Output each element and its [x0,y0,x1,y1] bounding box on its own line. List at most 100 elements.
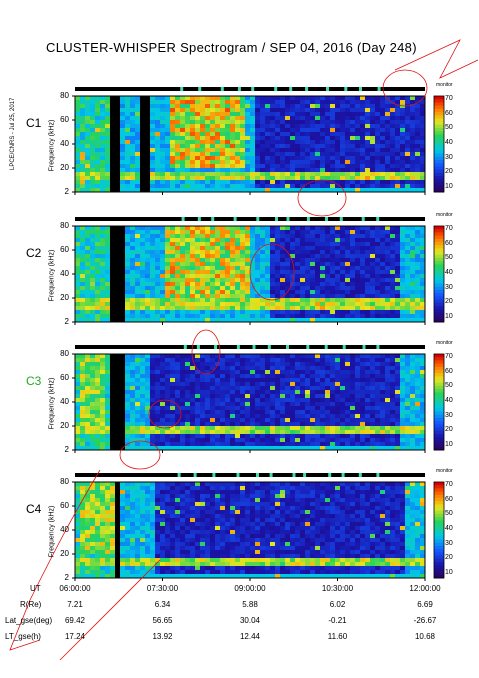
monitor-mark [180,87,184,91]
colorbar-tick-label: 40 [445,139,453,146]
monitor-mark [359,87,362,91]
panel-c4-spectrogram [75,482,426,579]
monitor-mark [269,473,273,477]
colorbar-tick-label: 60 [445,367,453,375]
monitor-mark [197,217,201,221]
freq-tick-label: 40 [60,139,69,148]
monitor-mark [252,345,256,349]
footer-value-1-3: 6.02 [329,600,346,609]
colorbar-tick-label: 20 [445,426,453,434]
annotation-circle [297,179,347,217]
panel-c2-spectrogram [75,226,426,323]
annotation-scribble [394,39,479,79]
footer-value-2-3: -0.21 [328,616,347,625]
colorbar-tick-label: 10 [445,569,453,576]
freq-tick-label: 20 [60,421,69,430]
freq-tick-label: 40 [60,269,69,278]
monitor-mark [286,217,290,221]
monitor-mark [236,473,240,477]
monitor-mark [237,87,241,91]
monitor-mark [289,87,293,91]
colorbar-tick-label: 20 [445,554,453,562]
colorbar-tick-label: 30 [445,539,453,547]
monitor-mark [358,473,362,477]
footer-value-2-4: -26.67 [413,616,437,625]
panel-label-c4: C4 [26,502,42,516]
freq-tick-label: 2 [64,445,69,454]
monitor-mark [306,217,310,221]
monitor-label: monitor [436,468,453,474]
monitor-bar-c3 [75,345,425,349]
colorbar-frame [433,225,445,323]
colorbar-tick-label: 40 [445,397,453,404]
footer-value-3-2: 12.44 [239,632,261,641]
footer-value-0-4: 12:00:00 [409,584,441,593]
monitor-mark [256,217,260,221]
colorbar-tick-label: 10 [445,313,453,320]
annotation-circle [249,243,295,301]
annotation-circle [382,69,428,107]
panel-label-c2: C2 [26,246,42,260]
freq-axis-label: Frequency (kHz) [48,249,56,302]
colorbar-c4 [434,482,444,579]
monitor-mark [177,473,181,477]
annotation-circle [191,329,221,375]
annotation-circle [119,440,161,470]
freq-tick-label: 60 [60,115,69,124]
monitor-mark [376,473,380,477]
monitor-mark [212,473,216,477]
footer-value-3-4: 10.68 [414,632,436,641]
footer-value-1-2: 5.88 [242,600,258,609]
footer-value-3-0: 17.24 [64,632,86,641]
monitor-mark [286,345,289,349]
monitor-mark [344,87,348,91]
colorbar-tick-label: 70 [445,95,453,102]
freq-axis-label: Frequency (kHz) [48,119,56,172]
colorbar-frame [433,481,445,579]
panel-c3-spectrogram [75,354,426,451]
colorbar-c1 [434,96,444,193]
colorbar-tick-label: 30 [445,411,453,419]
monitor-mark [342,345,346,349]
colorbar-tick-label: 10 [445,441,453,448]
colorbar-tick-label: 50 [445,124,453,132]
monitor-mark [292,473,296,477]
freq-tick-label: 60 [60,245,69,254]
chart-title: CLUSTER-WHISPER Spectrogram / SEP 04, 20… [46,40,417,55]
colorbar-tick-label: 40 [445,525,453,532]
monitor-mark [376,217,380,221]
monitor-mark [181,217,185,221]
freq-tick-label: 80 [60,349,69,358]
annotation-circle [148,399,182,429]
colorbar-tick-label: 50 [445,382,453,390]
footer-value-2-2: 30.04 [239,616,261,625]
monitor-mark [214,345,218,349]
footer-value-0-2: 09:00:00 [234,584,266,593]
colorbar-c2 [434,226,444,323]
colorbar-c3 [434,354,444,451]
freq-tick-label: 40 [60,525,69,534]
footer-label-3: LT_gse(h) [5,632,41,641]
monitor-mark [267,345,271,349]
monitor-mark [376,345,380,349]
freq-tick-label: 20 [60,293,69,302]
freq-tick-label: 80 [60,91,69,100]
colorbar-tick-label: 70 [445,353,453,360]
monitor-mark [211,217,215,221]
footer-value-0-1: 07:30:00 [146,584,179,593]
monitor-bar-c1 [75,87,425,91]
monitor-mark [326,87,329,91]
monitor-mark [325,217,328,221]
monitor-mark [256,473,259,477]
footer-value-0-0: 06:00:00 [59,584,91,593]
footer-value-3-3: 11.60 [327,632,348,641]
footer-label-2: Lat_gse(deg) [5,616,53,625]
colorbar-tick-label: 20 [445,168,453,176]
freq-axis-label: Frequency (kHz) [48,505,56,558]
colorbar-tick-label: 70 [445,225,453,232]
colorbar-tick-label: 50 [445,254,453,262]
freq-tick-label: 60 [60,373,69,382]
footer-value-0-3: 10:30:00 [321,584,354,593]
monitor-mark [339,217,343,221]
colorbar-tick-label: 10 [445,183,453,190]
